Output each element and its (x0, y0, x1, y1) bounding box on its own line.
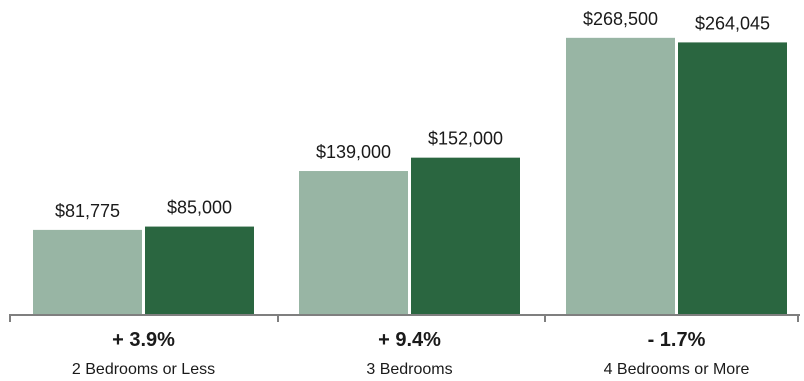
value-label-s2-2: $152,000 (428, 129, 503, 149)
value-label-s2-3: $264,045 (695, 13, 770, 33)
bar-s1-3 (566, 37, 675, 314)
bar-s2-3 (678, 42, 787, 314)
bar-s2-2 (411, 157, 520, 314)
bar-s2-1 (145, 226, 254, 314)
bar-s1-2 (299, 171, 408, 314)
value-label-s2-1: $85,000 (167, 198, 232, 218)
category-label-3: 4 Bedrooms or More (604, 361, 750, 378)
category-labels-group: + 3.9% 2 Bedrooms or Less + 9.4% 3 Bedrooms… (72, 329, 750, 378)
bar-s1-1 (33, 229, 142, 314)
x-axis-ticks (9, 314, 799, 322)
change-label-1: + 3.9% (112, 329, 175, 351)
change-label-2: + 9.4% (378, 329, 441, 351)
category-label-1: 2 Bedrooms or Less (72, 361, 215, 378)
value-label-s1-1: $81,775 (55, 201, 120, 221)
bars-group (33, 37, 787, 314)
change-label-3: - 1.7% (648, 329, 706, 351)
category-label-2: 3 Bedrooms (366, 361, 452, 378)
value-labels-group: $81,775 $85,000 $139,000 $152,000 $268,500 $2… (55, 9, 770, 221)
value-label-s1-2: $139,000 (316, 142, 391, 162)
value-label-s1-3: $268,500 (583, 9, 658, 29)
